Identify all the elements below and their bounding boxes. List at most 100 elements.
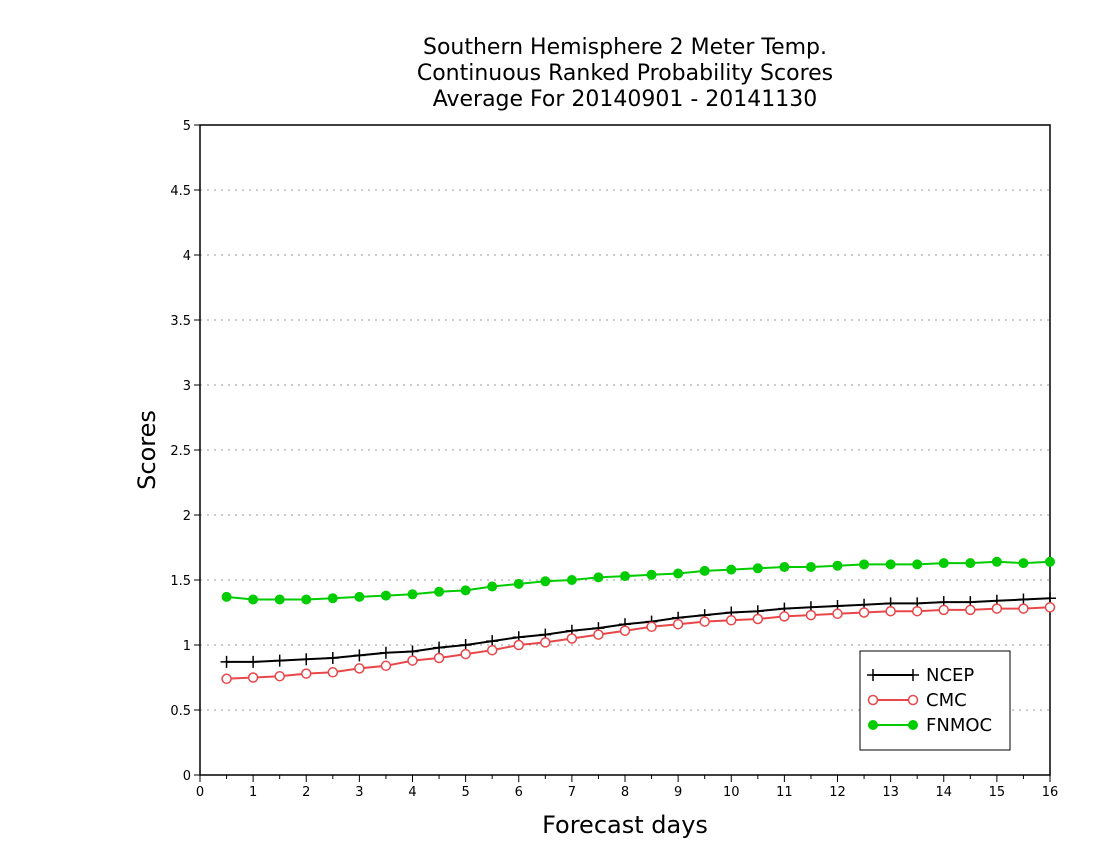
legend-item-cmc: CMC bbox=[867, 690, 967, 711]
data-point-marker bbox=[673, 568, 684, 579]
data-point-marker bbox=[859, 559, 870, 570]
data-point-marker bbox=[301, 668, 312, 679]
chart-title: Southern Hemisphere 2 Meter Temp. Contin… bbox=[200, 35, 1050, 113]
x-tick-label: 10 bbox=[723, 785, 740, 800]
data-point-marker bbox=[726, 615, 737, 626]
y-tick-label: 4 bbox=[183, 249, 191, 264]
x-tick-label: 2 bbox=[302, 785, 310, 800]
data-point-marker bbox=[540, 637, 551, 648]
data-point-marker bbox=[566, 633, 578, 644]
series-fnmoc bbox=[221, 556, 1055, 605]
series-layer bbox=[220, 556, 1056, 685]
legend-label: CMC bbox=[926, 690, 967, 711]
legend-marker bbox=[907, 669, 919, 681]
legend-label: FNMOC bbox=[926, 715, 992, 736]
data-point-marker bbox=[380, 590, 391, 601]
data-point-marker bbox=[434, 586, 445, 597]
y-tick-label: 3 bbox=[183, 379, 191, 394]
data-point-marker bbox=[513, 639, 524, 651]
data-point-marker bbox=[912, 559, 923, 570]
x-tick-label: 5 bbox=[461, 785, 469, 800]
y-tick-label: 2.5 bbox=[170, 444, 191, 459]
x-tick-label: 14 bbox=[935, 785, 952, 800]
y-axis-label: Scores bbox=[133, 410, 161, 490]
legend-item-fnmoc: FNMOC bbox=[868, 715, 992, 736]
data-point-marker bbox=[221, 591, 232, 602]
data-point-marker bbox=[646, 621, 657, 633]
data-point-marker bbox=[752, 563, 763, 574]
y-tick-label: 1.5 bbox=[170, 574, 191, 589]
data-point-marker bbox=[248, 594, 259, 605]
data-point-marker bbox=[593, 572, 604, 583]
data-point-marker bbox=[938, 558, 949, 569]
data-point-marker bbox=[300, 653, 313, 666]
data-point-marker bbox=[832, 560, 843, 571]
series-line-fnmoc bbox=[226, 560, 1051, 601]
data-point-marker bbox=[327, 667, 339, 678]
data-point-marker bbox=[407, 655, 418, 666]
data-point-marker bbox=[540, 576, 551, 587]
data-point-marker bbox=[965, 558, 976, 569]
data-point-marker bbox=[354, 663, 365, 674]
data-point-marker bbox=[274, 670, 285, 682]
data-point-marker bbox=[672, 618, 684, 630]
data-point-marker bbox=[487, 581, 498, 592]
x-tick-label: 12 bbox=[829, 785, 846, 800]
data-point-marker bbox=[619, 625, 631, 636]
legend-marker bbox=[867, 669, 879, 681]
x-tick-label: 9 bbox=[674, 785, 682, 800]
data-point-marker bbox=[593, 629, 604, 640]
data-point-marker bbox=[1045, 556, 1055, 567]
y-tick-label: 0 bbox=[183, 769, 191, 784]
data-point-marker bbox=[911, 605, 923, 617]
data-point-marker bbox=[566, 575, 577, 585]
grid-lines bbox=[200, 189, 1050, 711]
data-point-marker bbox=[805, 609, 817, 621]
data-point-marker bbox=[301, 594, 312, 605]
data-point-marker bbox=[699, 565, 710, 576]
data-point-marker bbox=[885, 605, 896, 617]
data-point-marker bbox=[779, 562, 790, 572]
data-point-marker bbox=[433, 652, 445, 664]
data-point-marker bbox=[326, 652, 339, 664]
data-point-marker bbox=[726, 564, 737, 575]
data-point-marker bbox=[779, 611, 790, 622]
data-point-marker bbox=[646, 569, 657, 580]
data-point-marker bbox=[247, 672, 259, 683]
data-point-marker bbox=[699, 616, 710, 627]
data-point-marker bbox=[460, 585, 471, 596]
legend-marker bbox=[907, 694, 919, 706]
x-tick-label: 6 bbox=[515, 785, 523, 800]
y-tick-label: 0.5 bbox=[170, 704, 191, 719]
data-point-marker bbox=[620, 571, 630, 582]
x-tick-label: 11 bbox=[776, 785, 793, 800]
legend-marker bbox=[867, 694, 879, 706]
x-tick-label: 15 bbox=[989, 785, 1006, 800]
data-point-marker bbox=[965, 604, 976, 616]
data-point-marker bbox=[273, 654, 286, 667]
x-tick-label: 13 bbox=[882, 785, 899, 800]
y-tick-label: 3.5 bbox=[170, 314, 191, 329]
legend-marker bbox=[908, 720, 918, 730]
legend-label: NCEP bbox=[926, 665, 974, 686]
axis-ticks: 00.511.522.533.544.550 1 2 3 4 5 6 7 8 9 10 11 12 13 1… bbox=[170, 119, 1058, 800]
data-point-marker bbox=[407, 589, 418, 600]
y-tick-label: 2 bbox=[183, 509, 191, 524]
data-point-marker bbox=[832, 608, 843, 620]
data-point-marker bbox=[379, 646, 392, 659]
x-tick-label: 8 bbox=[621, 785, 629, 800]
data-point-marker bbox=[991, 556, 1002, 567]
data-point-marker bbox=[327, 593, 338, 604]
x-tick-label: 0 bbox=[196, 785, 204, 800]
data-point-marker bbox=[805, 562, 816, 572]
data-point-marker bbox=[247, 655, 260, 668]
data-point-marker bbox=[221, 673, 232, 685]
data-point-marker bbox=[858, 607, 870, 618]
data-point-marker bbox=[1018, 603, 1029, 614]
y-tick-label: 1 bbox=[183, 639, 191, 654]
x-axis-label: Forecast days bbox=[542, 811, 708, 839]
data-point-marker bbox=[353, 649, 366, 662]
legend-marker bbox=[868, 720, 878, 730]
x-tick-label: 16 bbox=[1042, 785, 1059, 800]
